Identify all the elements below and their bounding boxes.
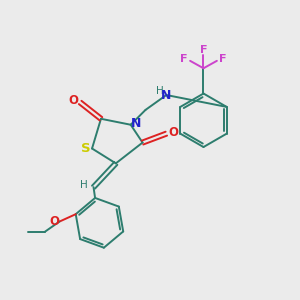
Text: N: N: [131, 117, 141, 130]
Text: S: S: [81, 142, 90, 155]
Text: N: N: [161, 88, 172, 101]
Text: O: O: [49, 215, 59, 228]
Text: F: F: [200, 44, 207, 55]
Text: O: O: [69, 94, 79, 106]
Text: H: H: [80, 180, 88, 190]
Text: O: O: [169, 126, 179, 139]
Text: F: F: [180, 54, 188, 64]
Text: H: H: [156, 85, 164, 96]
Text: F: F: [219, 54, 226, 64]
